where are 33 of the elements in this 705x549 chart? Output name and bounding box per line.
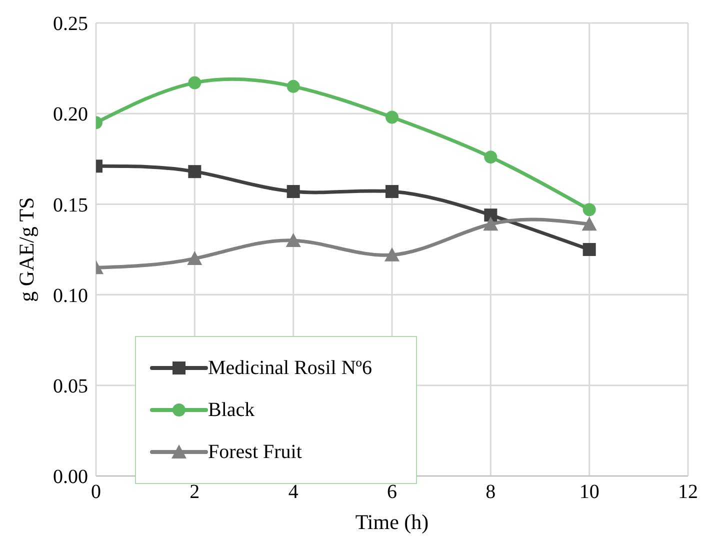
point	[286, 185, 300, 198]
x-tick-label: 2	[190, 481, 200, 504]
y-tick-label: 0.05	[53, 376, 88, 398]
x-tick-label: 12	[678, 481, 698, 504]
point	[484, 208, 498, 222]
legend-label: Black	[208, 398, 255, 422]
point	[582, 203, 596, 216]
point	[286, 232, 301, 247]
y-tick-label: 0.25	[53, 13, 88, 36]
point	[484, 150, 498, 164]
point	[384, 247, 400, 262]
y-tick-label: 0.20	[53, 104, 88, 126]
y-tick-label: 0.10	[53, 284, 88, 307]
legend-label: Forest Fruit	[208, 440, 302, 464]
x-tick-label: 6	[387, 481, 397, 504]
y-tick-label: 0.00	[53, 466, 88, 488]
point	[188, 76, 202, 90]
point	[386, 110, 398, 124]
y-axis-title: g GAE/g TS	[14, 197, 38, 302]
point	[483, 216, 498, 231]
point	[582, 216, 597, 231]
x-axis-title: Time (h)	[355, 510, 429, 534]
point	[582, 243, 596, 256]
x-tick-label: 0	[91, 481, 101, 504]
point	[187, 251, 202, 266]
x-tick-label: 10	[579, 481, 600, 504]
x-tick-label: 8	[486, 481, 496, 504]
y-tick-label: 0.15	[53, 194, 88, 216]
x-tick-label: 4	[288, 481, 298, 504]
point	[386, 185, 398, 198]
point	[286, 80, 300, 93]
legend-label: Medicinal Rosil Nº6	[208, 356, 372, 380]
point	[188, 165, 202, 178]
